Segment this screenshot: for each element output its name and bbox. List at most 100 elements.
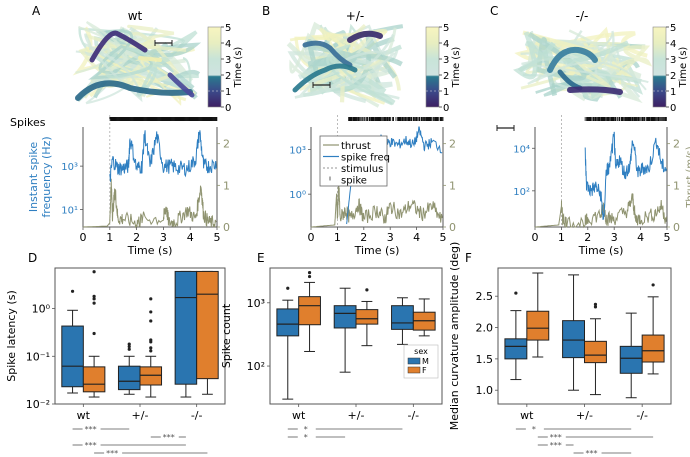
x-tick-label: 3 (160, 231, 167, 244)
trajectory-path-dark (302, 40, 353, 68)
title-b: +/- (346, 9, 364, 23)
box-female-wt (298, 296, 321, 326)
outlier-point (149, 349, 153, 353)
trajectory-path-light (105, 46, 171, 97)
y-tick-label: 10⁻² (26, 398, 50, 411)
legend-label: F (422, 366, 427, 375)
x-tick-label: -/- (191, 409, 203, 422)
x-tick-label: 0 (80, 231, 87, 244)
y-tick-label-right: 1 (449, 179, 456, 192)
x-tick-label: -/- (408, 409, 420, 422)
colorbar-tick-label: 0 (225, 103, 231, 114)
trajectory-path-dark (567, 86, 623, 95)
colorbar-label: Time (s) (451, 47, 462, 89)
significance-label: * (304, 425, 308, 434)
outlier-point (127, 347, 131, 351)
x-tick-label: 5 (440, 231, 447, 244)
x-tick-label: 1 (558, 231, 565, 244)
y-axis-label-right: Thrust (m/s) (685, 146, 690, 208)
y-tick-label: 10³ (247, 297, 265, 310)
thrust-line (310, 178, 443, 228)
colorbar-c: 0 1 2 3 4 5 Time (s) (652, 23, 689, 114)
panel-letter-f: F (465, 251, 472, 265)
y-tick-label-left: 10³ (61, 162, 78, 173)
colorbar-a: 0 1 2 3 4 5 Time (s) (207, 23, 244, 114)
box-male-wt (61, 325, 84, 388)
outlier-point (70, 289, 75, 293)
y-tick-label-left: 10⁰ (289, 190, 306, 201)
y-tick-label: 10⁰ (32, 303, 51, 316)
colorbar-tick-label: 5 (443, 23, 449, 34)
y-tick-label-right: 2 (223, 138, 230, 151)
y-tick-label-right: 2 (673, 138, 680, 151)
outlier-point (149, 338, 153, 342)
box-male-+/- (117, 365, 141, 391)
trajectory-path-dark (75, 80, 193, 101)
x-tick-label: wt (77, 409, 91, 422)
x-tick-label: 4 (187, 231, 194, 244)
colorbar-b: 0 1 2 3 4 5 Time (s) (425, 23, 462, 114)
significance-label: * (304, 433, 308, 442)
x-tick-label: 1 (334, 231, 341, 244)
significance-label: *** (586, 449, 598, 457)
box-male--/- (391, 305, 414, 330)
colorbar-tick-label: 3 (443, 55, 449, 66)
legend-label: thrust (341, 141, 371, 152)
significance-label: *** (106, 449, 118, 457)
colorbar-tick-label: 0 (670, 103, 676, 114)
spike-frequency-line (584, 131, 668, 220)
y-tick-label-right: 2 (449, 138, 456, 151)
boxplot-panel-d: wt +/- -/- 10⁻² 10⁻¹ 10⁰ Spike latency (s) *** *… (5, 267, 226, 457)
colorbar-label: Time (s) (678, 47, 689, 89)
significance-label: *** (550, 441, 562, 450)
colorbar-tick-label: 1 (225, 87, 231, 98)
x-tick-label: 1 (106, 231, 113, 244)
box-male-wt (276, 308, 300, 337)
outlier-point (127, 342, 131, 346)
trajectory-path-dark (138, 56, 162, 62)
thrust-line (534, 193, 668, 229)
x-tick-label: 2 (360, 231, 367, 244)
x-tick-label: 5 (214, 231, 221, 244)
x-tick-label: 2 (584, 231, 591, 244)
legend-title: sex (414, 347, 428, 356)
colorbar-tick-label: 1 (443, 87, 449, 98)
y-tick-label-right: 0 (673, 221, 680, 234)
colorbar-tick-label: 5 (670, 23, 676, 34)
outlier-point (593, 305, 598, 309)
y-tick-label-right: 0 (223, 221, 230, 234)
legend-box (319, 135, 388, 187)
y-axis-label: Spike count (220, 303, 233, 368)
box-female-+/- (584, 340, 607, 364)
x-axis-label: Time (s) (127, 244, 173, 257)
x-tick-label: 5 (664, 231, 671, 244)
outlier-point (149, 319, 153, 323)
title-a: wt (128, 9, 143, 23)
outlier-point (149, 310, 153, 314)
y-tick-label-left: 10⁴ (513, 144, 530, 155)
colorbar-tick-label: 5 (225, 23, 231, 34)
x-tick-label: wt (292, 409, 306, 422)
trajectory-path-light (81, 33, 143, 103)
colorbar-gradient (207, 26, 222, 108)
significance-label: *** (85, 441, 97, 450)
y-tick-label: 1.5 (476, 353, 494, 366)
legend-label: M (422, 357, 429, 366)
colorbar-label: Time (s) (233, 47, 244, 89)
x-tick-label: 2 (133, 231, 140, 244)
y-tick-label-right: 0 (449, 221, 456, 234)
box-male--/- (619, 345, 643, 374)
colorbar-tick-label: 4 (670, 39, 676, 50)
y-tick-label-right: 1 (223, 179, 230, 192)
panel-letter-a: A (32, 4, 41, 18)
outlier-point (92, 331, 96, 336)
timeseries-panel-a: 0 1 2 3 4 5 Time (s) 10¹ 10³ 0 1 2 Instant spike freq… (27, 115, 230, 257)
trajectory-path-dark (89, 30, 148, 63)
box-female-+/- (355, 309, 379, 325)
outlier-point (593, 302, 598, 306)
y-tick-label: 2.5 (476, 290, 494, 303)
colorbar-tick-label: 2 (670, 71, 676, 82)
significance-label: * (532, 425, 536, 434)
title-c: -/- (576, 9, 589, 23)
